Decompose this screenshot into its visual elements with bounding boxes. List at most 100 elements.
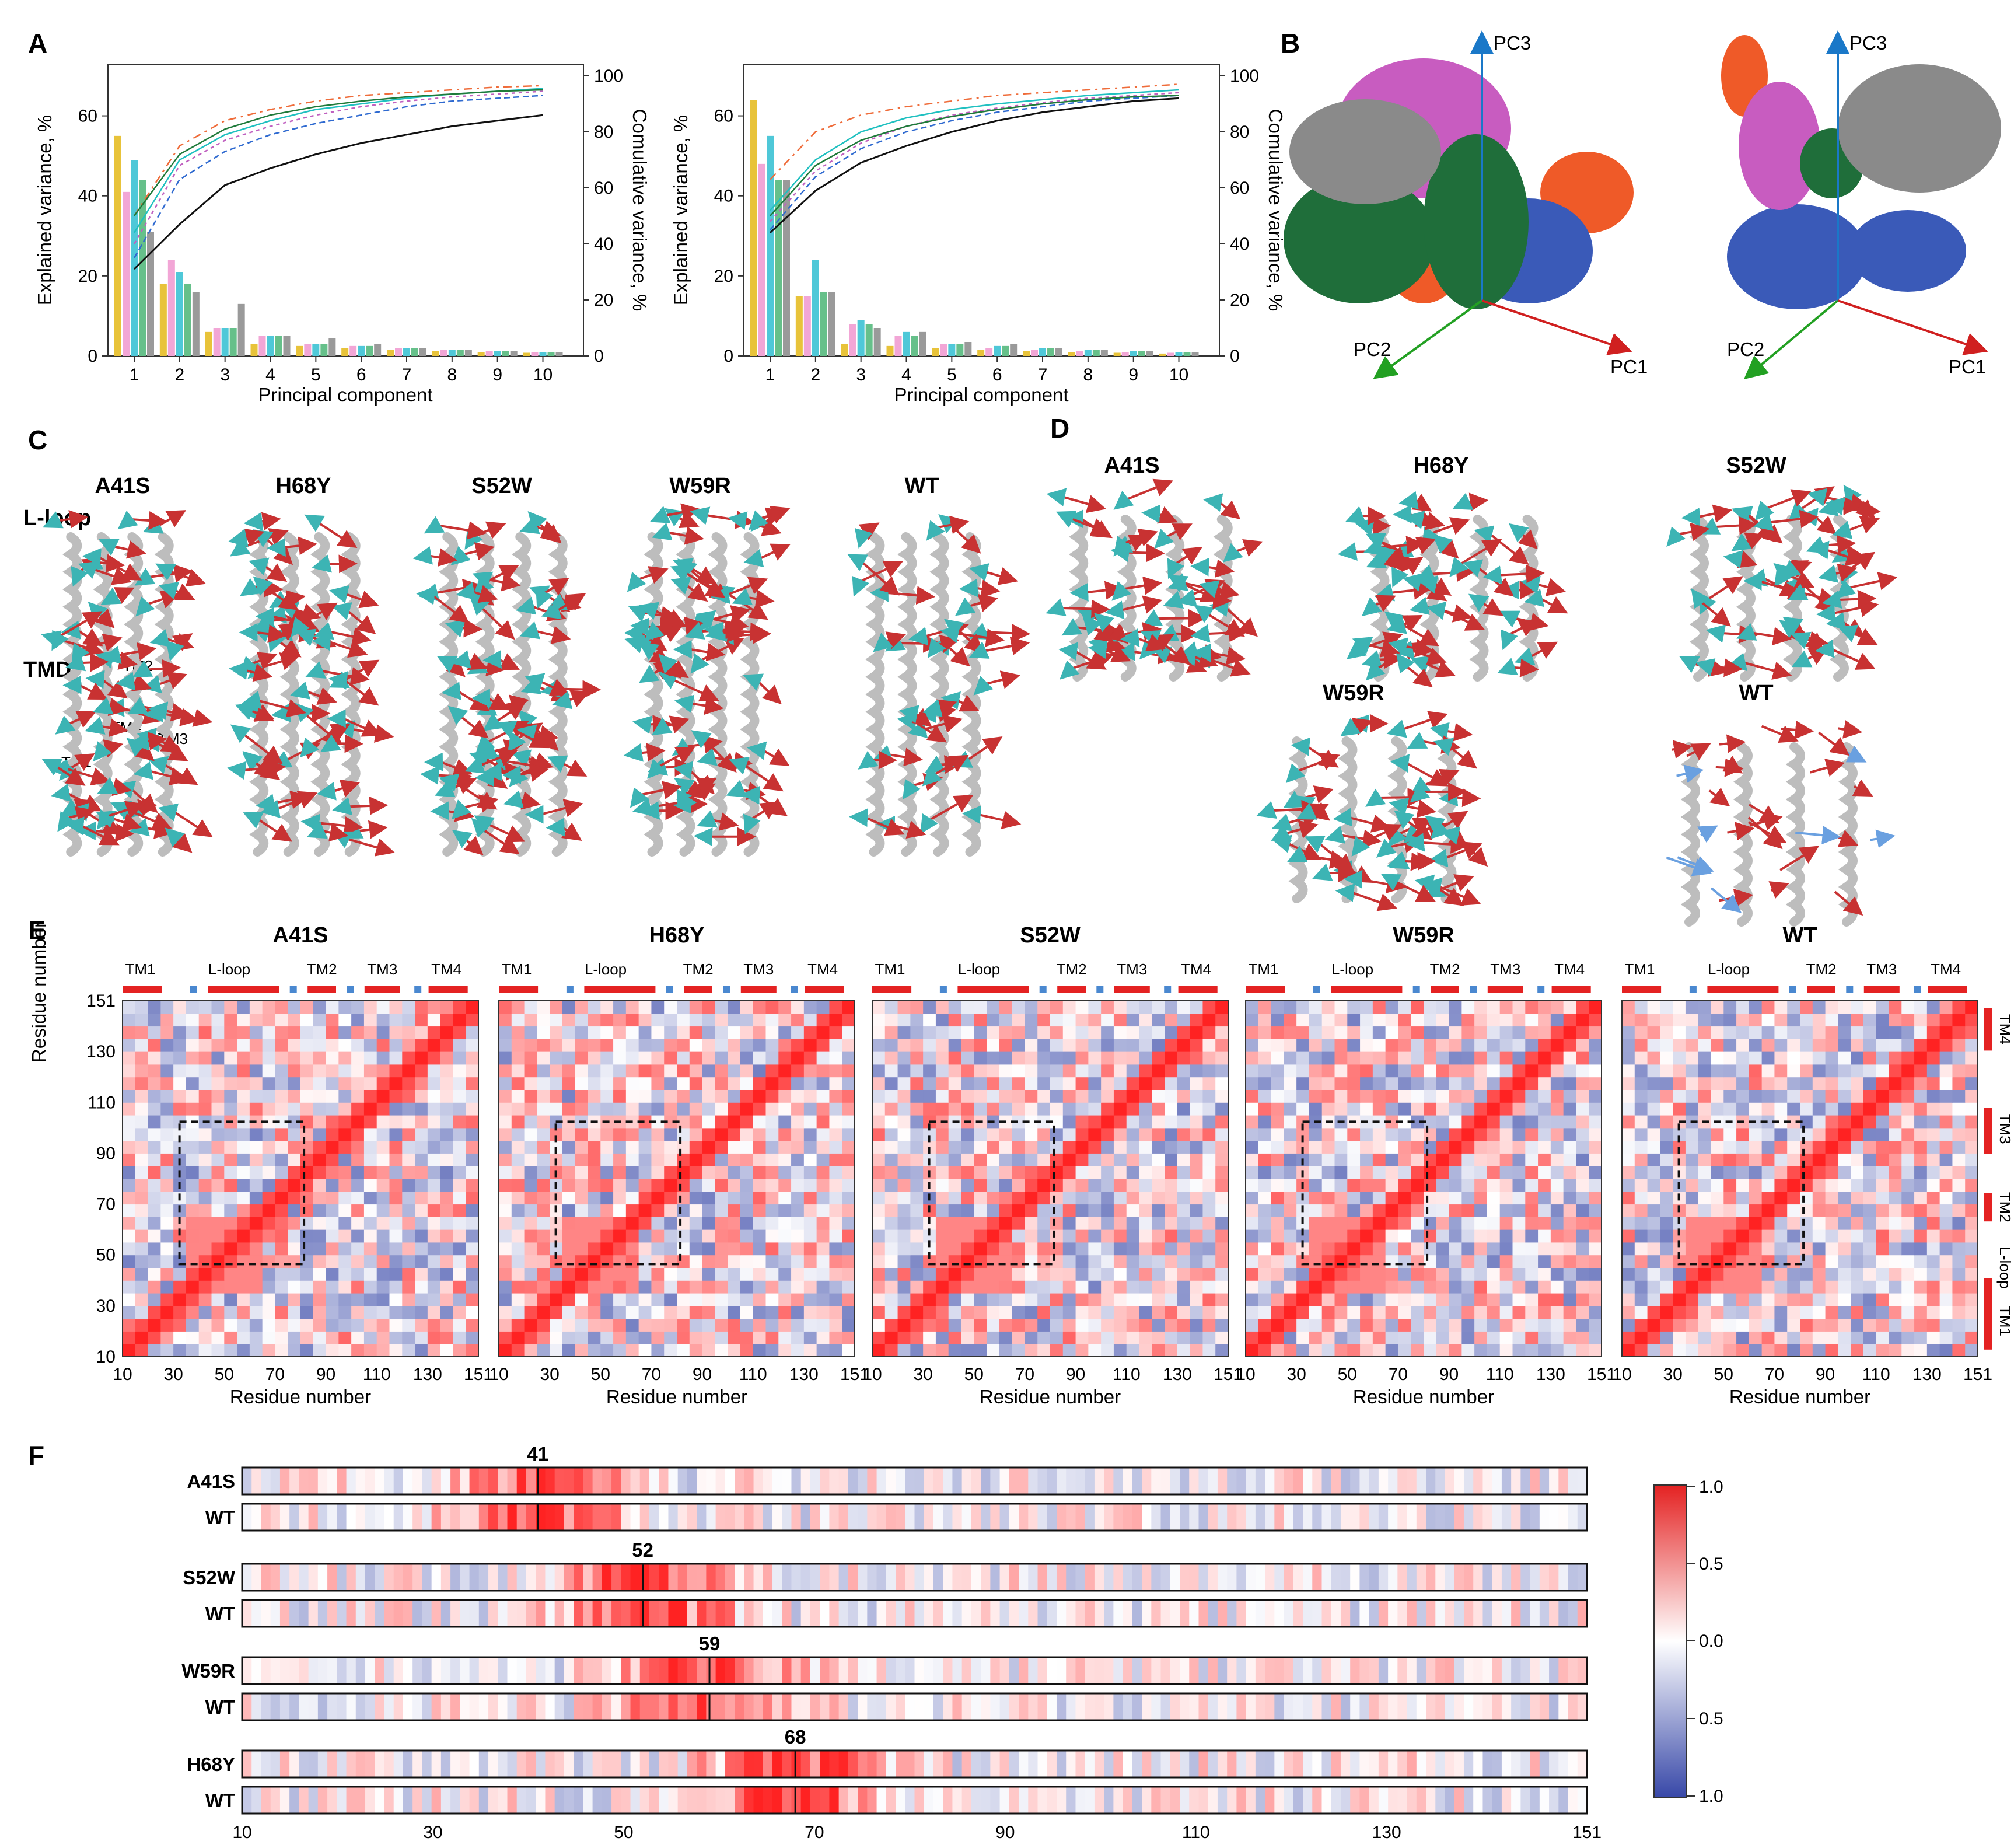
heatmap-cell [935,1318,949,1332]
loop-marker [1789,986,1796,993]
heatmap-cell [211,1140,225,1154]
heatmap-cell [1761,1229,1775,1243]
heatmap-cell [664,1293,677,1306]
heatmap-cell [1190,1229,1203,1243]
heatmap-cell [1589,1191,1602,1205]
heatmap-cell [575,1064,588,1078]
heatmap-cell [1101,1115,1114,1129]
protein-structure [41,509,213,857]
heatmap-cell [884,1229,898,1243]
panel-c-label-a41s: A41S [95,474,150,498]
heatmap-cell [186,1102,200,1116]
heatmap-cell [275,1127,288,1141]
y2-tick-label: 40 [594,235,613,254]
heatmap-cell [948,1267,961,1281]
heatmap-cell [1088,1191,1102,1205]
heatmap-cell [1177,1026,1191,1039]
heatmap-cell [326,1039,339,1052]
heatmap-cell [440,1255,453,1268]
heatmap-cell [1037,1077,1051,1090]
segment-bar [364,986,400,993]
pc1-label: PC1 [1949,356,1986,378]
motion-arrow-secondary [1167,558,1184,579]
heatmap-cell [715,1001,728,1014]
heatmap-cell [1258,1001,1272,1014]
bar-s5-2 [192,292,200,356]
heatmap-cell [664,1242,677,1256]
heatmap-cell [1271,1179,1284,1192]
heatmap-cell [1037,1013,1051,1027]
heatmap-cell [1334,1191,1348,1205]
heatmap-cell [1647,1318,1660,1332]
heatmap-cell [1309,1217,1323,1230]
heatmap-cell [1309,1318,1323,1332]
motion-arrow [130,511,168,530]
heatmap-cell [677,1255,690,1268]
heatmap-cell [791,1305,805,1319]
bar-s4-7 [411,348,419,356]
heatmap-cell [1075,1305,1089,1319]
heatmap-cell [237,1064,250,1078]
heatmap-cell [1851,1229,1864,1243]
motion-arrow-secondary [1077,607,1099,626]
bar-s2-7 [395,348,403,356]
heatmap-cell [740,1331,754,1344]
heatmap-cell [1411,1267,1424,1281]
x-tick-label: 110 [739,1365,767,1384]
segment-label: TM2 [307,960,337,978]
heatmap-cell [910,1255,924,1268]
heatmap-cell [1576,1267,1589,1281]
heatmap-cell [1436,1305,1450,1319]
motion-arrow-secondary [623,743,644,762]
heatmap-cell [1012,1089,1025,1103]
heatmap-cell [537,1280,550,1294]
heatmap-cell [638,1255,652,1268]
heatmap-cell [313,1089,327,1103]
heatmap-cell [1538,1293,1551,1306]
heatmap-cell [1563,1179,1576,1192]
x-tick-label: 70 [642,1365,661,1384]
motion-arrow-secondary [472,571,494,589]
heatmap-cell [1321,1064,1335,1078]
heatmap-cell [753,1344,766,1357]
heatmap-cell [625,1077,639,1090]
bar-s1-9 [477,352,485,356]
heatmap-cell [651,1153,665,1166]
heatmap-cell [1825,1255,1838,1268]
heatmap-cell [1512,1039,1526,1052]
heatmap-cell [1634,1255,1648,1268]
heatmap-cell [537,1026,550,1039]
motion-arrow [984,637,1030,655]
heatmap-cell [1334,1013,1348,1027]
heatmap-cell [1660,1318,1673,1332]
heatmap-cell [1347,1217,1361,1230]
heatmap-cell [923,1305,936,1319]
bar-s2-6 [349,345,357,356]
heatmap-cell [135,1217,149,1230]
heatmap-cell [1939,1179,1953,1192]
x-tick-label: 151 [464,1365,493,1384]
heatmap-cell [1800,1255,1813,1268]
heatmap-cell [897,1217,911,1230]
heatmap-cell [1787,1115,1800,1129]
heatmap-cell [1525,1331,1539,1344]
bar-s1-6 [977,350,985,356]
heatmap-cell [1436,1115,1450,1129]
heatmap-cell [1246,1293,1259,1306]
heatmap-cell [313,1064,327,1078]
motion-arrow-secondary [690,506,711,525]
heatmap-cell [1062,1179,1076,1192]
heatmap-cell [135,1051,149,1065]
heatmap-cell [389,1255,403,1268]
heatmap-cell [1177,1064,1191,1078]
heatmap-cell [1876,1127,1889,1141]
heatmap-cell [1258,1166,1272,1179]
heatmap-cell [148,1039,161,1052]
heatmap-cell [1474,1191,1488,1205]
heatmap-cell [816,1255,830,1268]
motion-arrow-secondary [1732,506,1753,524]
heatmap-cell [1838,1191,1851,1205]
heatmap-cell [249,1280,263,1294]
heatmap-cell [313,1331,327,1344]
